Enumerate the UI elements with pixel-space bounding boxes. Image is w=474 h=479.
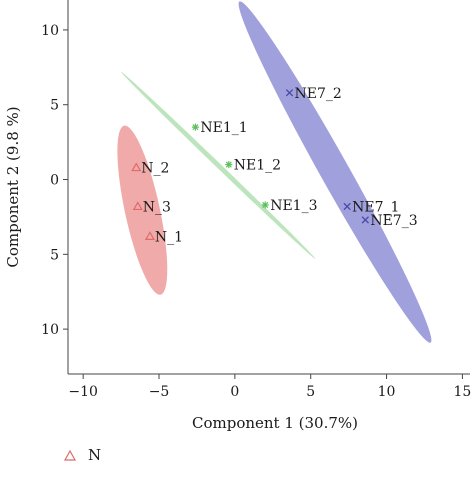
x-axis-title: Component 1 (30.7%) [192, 414, 358, 432]
y-tick-label: 10 [41, 322, 59, 338]
point-label: N_1 [155, 229, 183, 245]
asterisk-marker-icon [225, 161, 233, 169]
point-n-2: N_2 [131, 161, 169, 177]
x-tick-label: 0 [230, 384, 239, 400]
y-tick-label: 10 [41, 23, 59, 39]
x-tick-label: 5 [306, 384, 315, 400]
legend-entry-label: N [88, 446, 101, 464]
point-ne7-3: NE7_3 [361, 213, 418, 229]
x-tick-label: 15 [454, 384, 472, 400]
point-label: NE1_3 [270, 198, 317, 214]
legend: N [63, 446, 101, 464]
ellipse-ne7 [238, 1, 432, 343]
point-label: NE7_3 [370, 213, 417, 229]
triangle-marker-icon [144, 231, 155, 240]
x-marker-icon [361, 216, 369, 224]
x-tick-label: −5 [149, 384, 170, 400]
x-tick-label: −10 [68, 384, 98, 400]
point-ne7-1: NE7_1 [343, 199, 399, 215]
x-marker-icon [285, 89, 294, 97]
asterisk-marker-icon [191, 123, 199, 131]
point-n-1: N_1 [144, 229, 183, 245]
point-label: NE7_1 [352, 199, 399, 215]
ellipse-ne1 [121, 71, 316, 259]
point-ne7-2: NE7_2 [285, 86, 342, 102]
tick-marks: −10 −5 0 5 10 15 10 5 0 5 10 [41, 23, 471, 400]
point-label: N_2 [141, 161, 169, 177]
y-tick-label: 0 [50, 173, 59, 189]
legend-marker-triangle-icon [63, 449, 77, 461]
ellipse-n [117, 125, 168, 295]
y-tick-label: 5 [50, 98, 59, 114]
point-ne1-3: NE1_3 [261, 198, 318, 214]
point-label: NE1_2 [234, 158, 281, 174]
point-ne1-2: NE1_2 [225, 158, 281, 174]
y-tick-label: 5 [50, 247, 59, 263]
axes [67, 0, 470, 375]
point-n-3: N_3 [132, 199, 171, 215]
y-axis-title: Component 2 (9.8 %) [4, 106, 22, 267]
point-label: N_3 [143, 199, 171, 215]
point-ne1-1: NE1_1 [191, 120, 248, 136]
x-marker-icon [343, 202, 351, 211]
point-label: NE1_1 [200, 120, 247, 136]
x-tick-label: 10 [378, 384, 396, 400]
asterisk-marker-icon [261, 201, 269, 209]
point-label: NE7_2 [294, 86, 341, 102]
triangle-marker-icon [132, 201, 143, 211]
confidence-ellipses [117, 1, 432, 343]
triangle-marker-icon [131, 162, 142, 172]
